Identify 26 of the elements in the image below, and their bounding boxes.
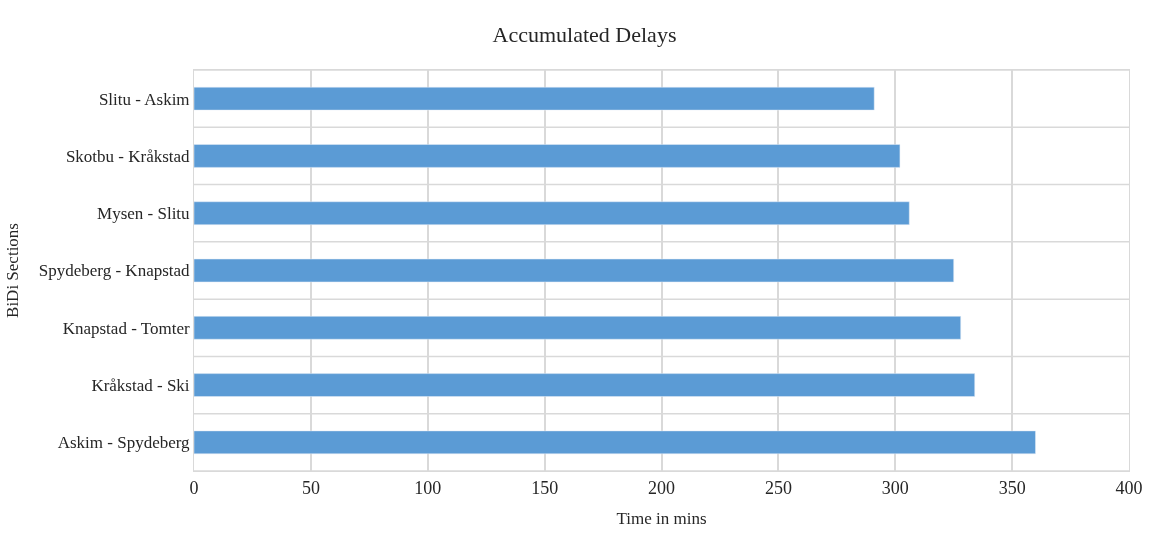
x-tick-label: 50 xyxy=(301,477,320,498)
x-tick-label: 350 xyxy=(998,477,1026,498)
y-tick-label: Spydeberg - Knapstad xyxy=(38,261,191,281)
x-tick-label: 300 xyxy=(881,477,909,498)
bar xyxy=(194,86,875,111)
chart-title: Accumulated Delays xyxy=(492,22,677,48)
x-tick-label: 100 xyxy=(414,477,442,498)
x-tick-label: 400 xyxy=(1115,477,1143,498)
bar xyxy=(194,430,1036,455)
x-tick-label: 150 xyxy=(531,477,559,498)
x-axis-title: Time in mins xyxy=(616,509,707,528)
y-tick-label: Kråkstad - Ski xyxy=(91,376,190,396)
y-tick-label: Askim - Spydeberg xyxy=(57,433,191,453)
bar xyxy=(194,258,954,283)
y-tick-label: Mysen - Slitu xyxy=(97,204,191,224)
bar xyxy=(194,373,975,397)
bar xyxy=(194,144,901,168)
x-tick-label: 250 xyxy=(764,477,792,498)
bar xyxy=(194,201,910,225)
bar xyxy=(194,316,961,340)
y-axis-title: BiDi Sections xyxy=(3,223,23,318)
y-tick-label: Knapstad - Tomter xyxy=(62,318,190,338)
y-tick-label: Skotbu - Kråkstad xyxy=(65,146,191,166)
x-tick-label: 0 xyxy=(189,477,199,498)
y-tick-label: Slitu - Askim xyxy=(98,89,190,109)
x-tick-label: 200 xyxy=(648,477,675,498)
